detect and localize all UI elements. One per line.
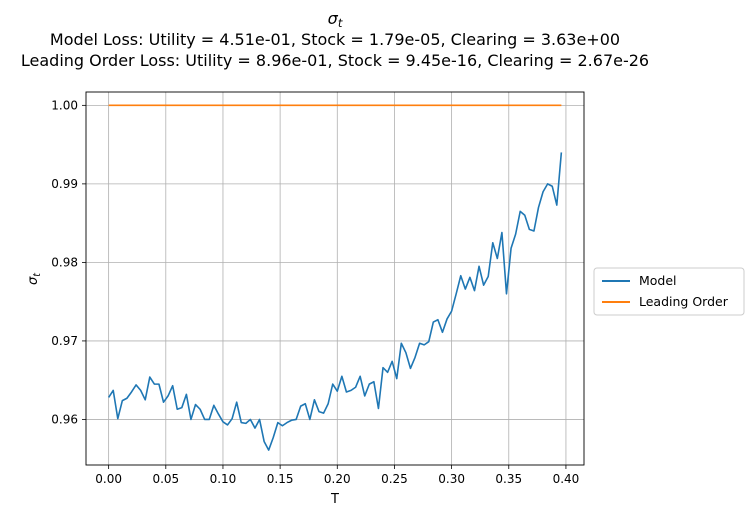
y-tick-label: 0.96 xyxy=(51,412,78,426)
legend: Model Leading Order xyxy=(593,267,745,316)
plot-frame xyxy=(85,91,585,466)
y-tick-label: 1.00 xyxy=(51,98,78,112)
x-tick-label: 0.15 xyxy=(267,472,294,486)
plot-area xyxy=(86,92,584,465)
title-sigma: σt xyxy=(328,9,343,30)
x-axis: 0.00 0.05 0.10 0.15 0.20 0.25 0.30 0.35 0.40 xyxy=(95,465,579,486)
x-axis-label: T xyxy=(330,492,339,507)
x-tick-label: 0.10 xyxy=(210,472,237,486)
legend-box xyxy=(593,267,745,316)
x-tick-label: 0.25 xyxy=(381,472,408,486)
y-tick-label: 0.97 xyxy=(51,334,78,348)
legend-label-model: Model xyxy=(639,273,677,288)
y-axis-label: σt xyxy=(26,273,43,285)
y-axis: 0.96 0.97 0.98 0.99 1.00 xyxy=(51,98,86,426)
x-tick-label: 0.35 xyxy=(495,472,522,486)
y-tick-label: 0.98 xyxy=(51,255,78,269)
title-leading-order-loss: Leading Order Loss: Utility = 8.96e-01, … xyxy=(21,51,649,70)
chart-title: σt Model Loss: Utility = 4.51e-01, Stock… xyxy=(21,9,649,70)
x-tick-label: 0.40 xyxy=(553,472,580,486)
title-model-loss: Model Loss: Utility = 4.51e-01, Stock = … xyxy=(50,30,620,49)
x-tick-label: 0.20 xyxy=(324,472,351,486)
x-tick-label: 0.00 xyxy=(95,472,122,486)
x-tick-label: 0.05 xyxy=(152,472,179,486)
series-layer xyxy=(107,104,563,451)
series-line-model xyxy=(107,152,563,451)
legend-label-leading-order: Leading Order xyxy=(639,294,729,309)
y-tick-label: 0.99 xyxy=(51,177,78,191)
x-tick-label: 0.30 xyxy=(438,472,465,486)
